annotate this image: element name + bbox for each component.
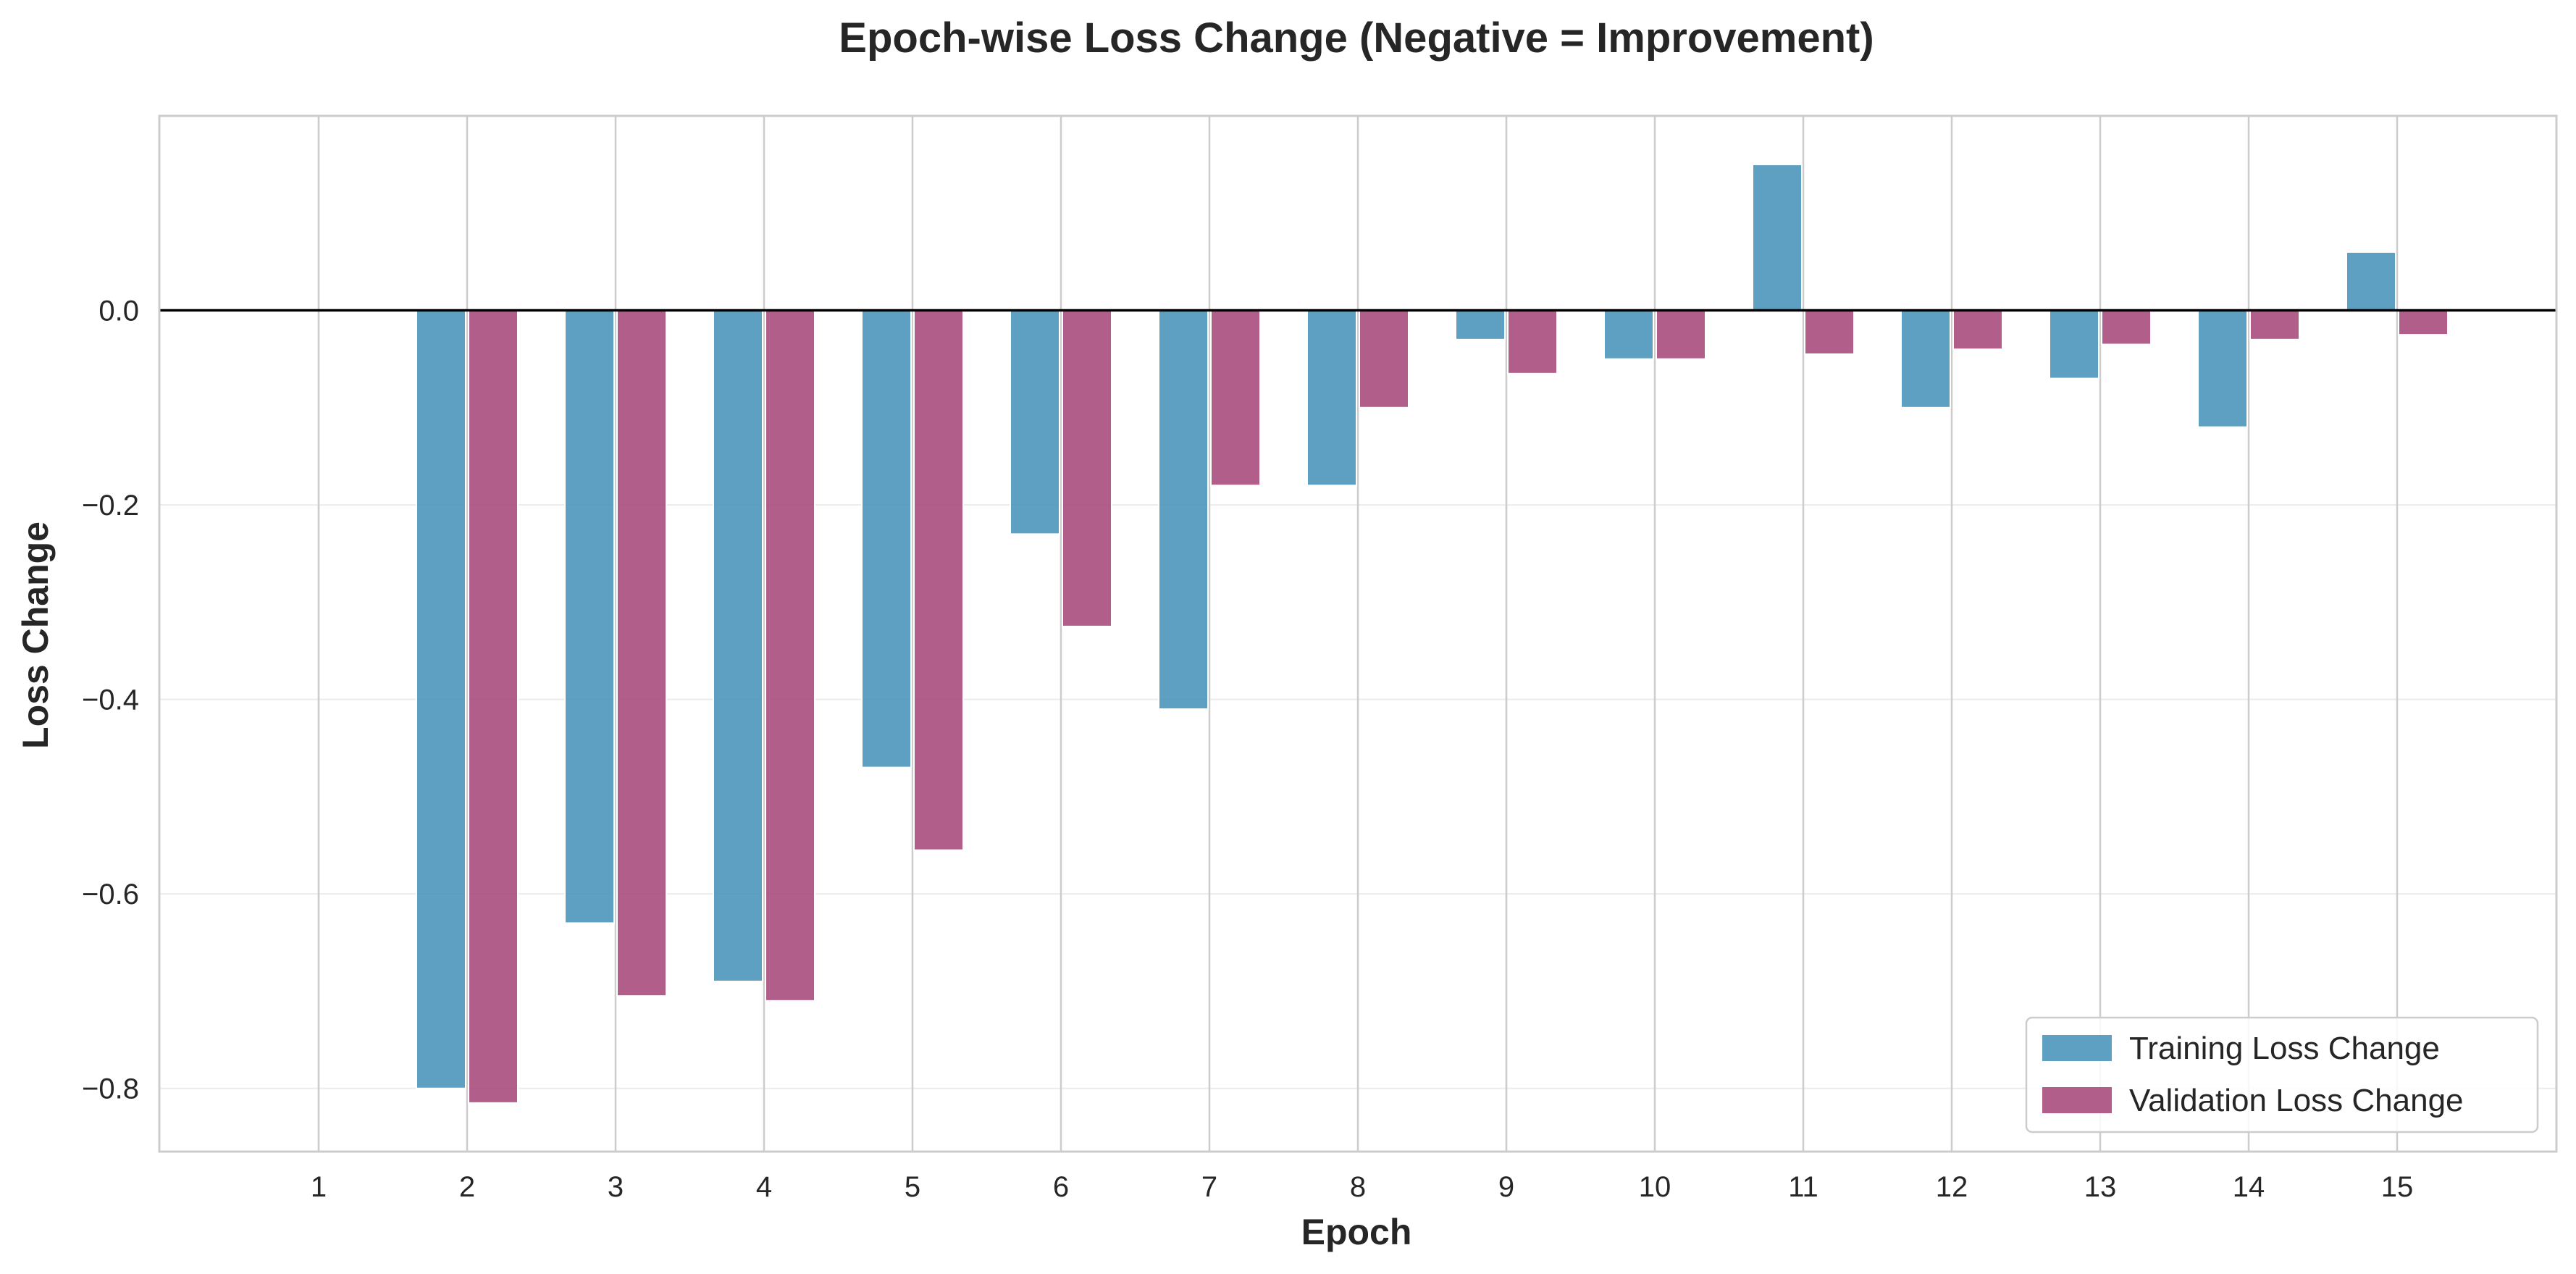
validation-bar — [1804, 309, 1855, 355]
y-tick-label: −0.4 — [82, 684, 139, 716]
y-tick-label: −0.8 — [82, 1073, 139, 1105]
training-bar — [2197, 309, 2248, 428]
x-tick-label: 11 — [1788, 1171, 1818, 1203]
training-bar — [1752, 164, 1803, 311]
legend-swatch — [2042, 1035, 2112, 1061]
x-tick-label: 8 — [1350, 1171, 1366, 1203]
plot-area: −0.8−0.6−0.4−0.20.01 2 3 4 5 6 7 8 9 10 11 12 13 14 15… — [82, 114, 2558, 1203]
x-tick-label: 13 — [2084, 1171, 2117, 1203]
x-tick-label: 6 — [1053, 1171, 1069, 1203]
x-tick-label: 15 — [2381, 1171, 2414, 1203]
x-tick-label: 1 — [311, 1171, 327, 1203]
legend-label: Training Loss Change — [2129, 1031, 2440, 1066]
x-tick-label: 10 — [1639, 1171, 1671, 1203]
x-axis-label: Epoch — [1301, 1212, 1412, 1252]
training-bar — [1306, 309, 1357, 487]
validation-bar — [1656, 309, 1706, 360]
x-tick-label: 7 — [1201, 1171, 1217, 1203]
validation-bar — [1062, 309, 1112, 627]
x-tick-label: 5 — [905, 1171, 920, 1203]
training-bar — [1158, 309, 1209, 711]
validation-bar — [1507, 309, 1558, 374]
x-tick-label: 3 — [608, 1171, 624, 1203]
legend-box — [2025, 1016, 2539, 1133]
x-tick-label: 2 — [459, 1171, 475, 1203]
training-bar — [2346, 251, 2396, 311]
validation-bar — [913, 309, 964, 851]
validation-bar — [2398, 309, 2449, 336]
validation-bar — [468, 309, 519, 1104]
validation-bar — [2249, 309, 2300, 340]
validation-bar — [1210, 309, 1261, 487]
validation-bar — [765, 309, 815, 1002]
training-bar — [1010, 309, 1060, 535]
plot-frame — [158, 114, 2558, 1153]
x-tick-label: 4 — [756, 1171, 772, 1203]
legend-swatch — [2042, 1087, 2112, 1113]
y-tick-label: 0.0 — [98, 296, 139, 327]
x-tick-label: 12 — [1936, 1171, 1968, 1203]
y-axis-label: Loss Change — [15, 521, 56, 749]
training-bar — [1455, 309, 1506, 340]
training-bar — [2049, 309, 2099, 380]
x-tick-label: 14 — [2233, 1171, 2265, 1203]
training-bar — [1900, 309, 1951, 408]
validation-bar — [1359, 309, 1409, 408]
y-tick-label: −0.6 — [82, 879, 139, 910]
training-bar — [861, 309, 912, 768]
validation-bar — [2101, 309, 2152, 345]
training-bar — [416, 309, 466, 1089]
training-bar — [564, 309, 615, 924]
x-tick-label: 9 — [1498, 1171, 1514, 1203]
chart-title: Epoch-wise Loss Change (Negative = Impro… — [839, 14, 1874, 62]
training-bar — [1603, 309, 1654, 360]
legend-label: Validation Loss Change — [2129, 1083, 2464, 1118]
training-bar — [713, 309, 763, 983]
validation-bar — [1952, 309, 2003, 351]
y-tick-label: −0.2 — [82, 490, 139, 521]
validation-bar — [616, 309, 667, 997]
